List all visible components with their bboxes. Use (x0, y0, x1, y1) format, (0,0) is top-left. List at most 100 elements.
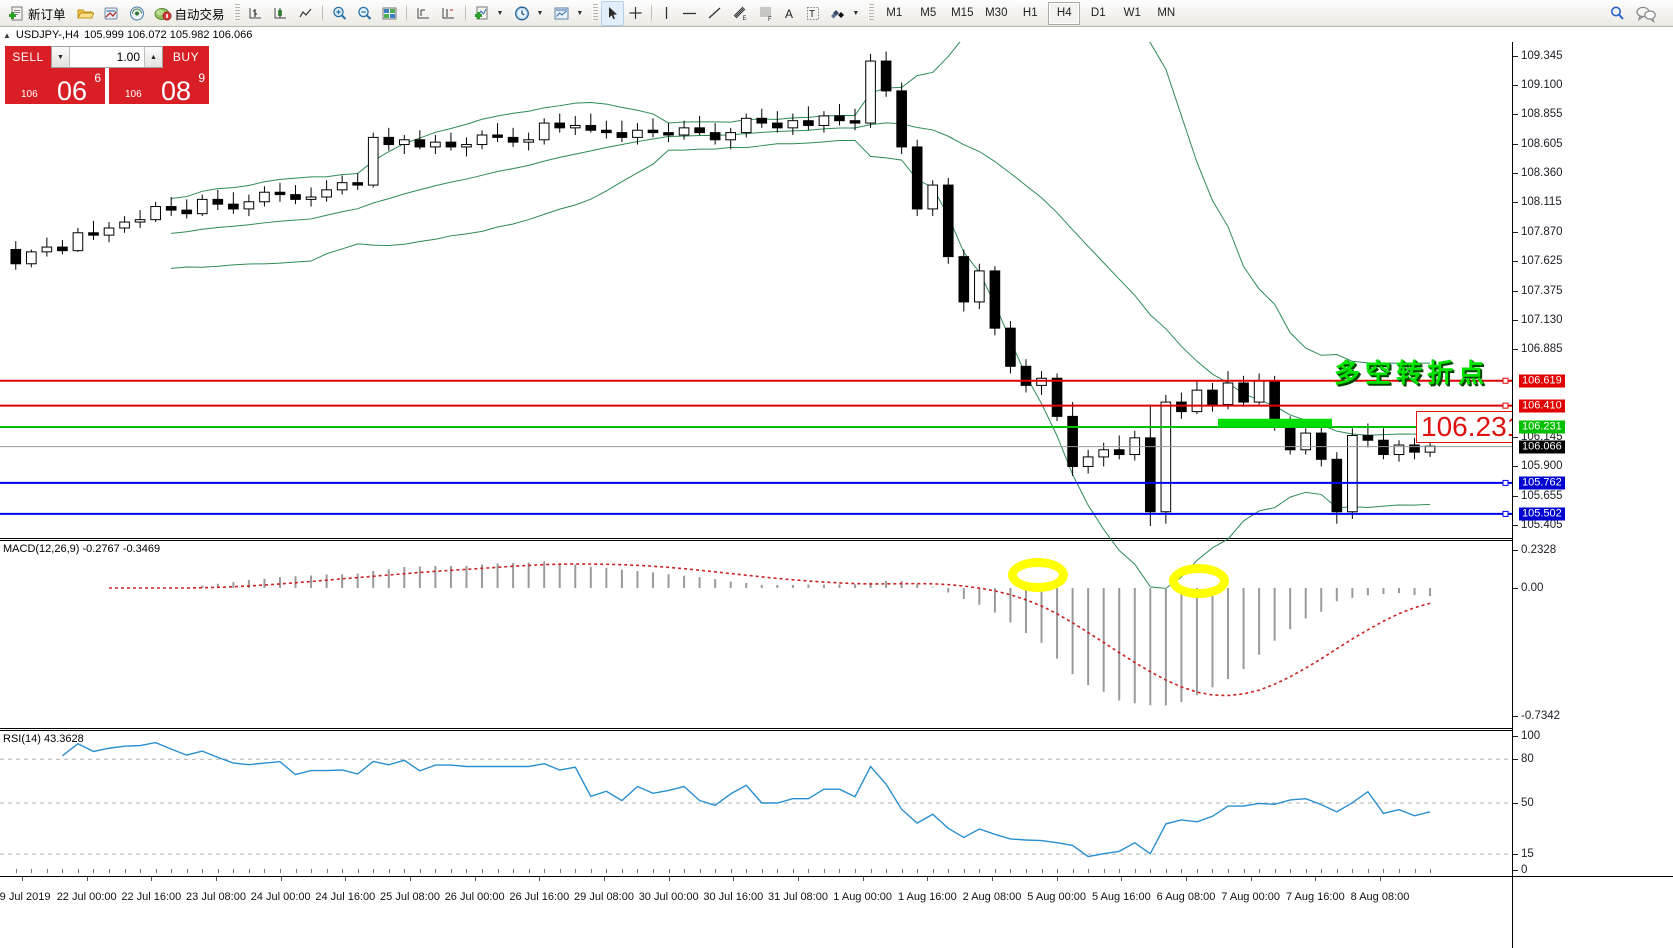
price-tag-line-label[interactable]: 106.619 (1519, 374, 1565, 388)
zoom-in-button[interactable] (327, 1, 352, 26)
time-minor-tick (295, 869, 297, 873)
time-minor-tick (1041, 869, 1043, 873)
templates-icon (553, 5, 571, 22)
timeframe-m5[interactable]: M5 (920, 7, 937, 19)
time-minor-tick (746, 869, 748, 873)
zoom-out-button[interactable] (352, 1, 377, 26)
crosshair-button[interactable] (624, 1, 647, 26)
chart-area[interactable]: 106.231 多空转折点 MACD(12,26,9) -0.2767 -0.346… (0, 42, 1673, 948)
cursor-button[interactable] (601, 0, 625, 26)
toolbar-grip-3[interactable] (868, 4, 875, 22)
text-button[interactable]: A (779, 1, 801, 26)
time-minor-tick (575, 869, 577, 873)
indicator-tick (1513, 550, 1518, 551)
toolbar-grip-2[interactable] (592, 4, 599, 22)
timeframe-m30[interactable]: M30 (985, 7, 1008, 19)
grid-button[interactable] (436, 1, 461, 26)
time-axis[interactable]: 19 Jul 2019 22 Jul 00:00 22 Jul 16:00 23 Ju… (0, 869, 1673, 909)
time-minor-tick (948, 869, 950, 873)
data-window-button[interactable] (411, 1, 436, 26)
price-tag-line-label[interactable]: 105.762 (1519, 476, 1565, 490)
time-axis-label: 8 Aug 08:00 (1350, 891, 1410, 903)
trendline-button[interactable] (702, 1, 727, 26)
sell-label-button[interactable]: SELL (5, 46, 51, 68)
price-tag-line-label[interactable]: 105.502 (1519, 507, 1565, 521)
shapes-button[interactable]: ▼ (825, 1, 865, 26)
time-minor-tick (699, 869, 701, 873)
buy-label-button[interactable]: BUY (163, 46, 209, 68)
line-chart-button[interactable] (293, 1, 318, 26)
volume-decrement-button[interactable]: ▼ (52, 47, 70, 67)
time-axis-tick (992, 877, 993, 881)
chevron-down-icon-3[interactable]: ▼ (576, 9, 584, 17)
timeframe-m1[interactable]: M1 (886, 7, 903, 19)
one-click-trading-panel[interactable]: SELL ▼ 1.00 ▲ BUY 106 06 6 106 08 9 (5, 46, 209, 105)
highlight-circle-1 (1008, 558, 1068, 592)
volume-value[interactable]: 1.00 (116, 50, 140, 64)
time-minor-tick (1398, 869, 1400, 873)
candlestick-chart-button[interactable] (268, 1, 293, 26)
timeframe-h4[interactable]: H4 (1048, 1, 1081, 25)
time-minor-tick (77, 869, 79, 873)
time-minor-tick (1367, 869, 1369, 873)
time-axis-label: 5 Aug 16:00 (1091, 891, 1151, 903)
new-order-button[interactable]: 新订单 (4, 1, 72, 26)
sell-price-button[interactable]: 106 06 6 (5, 68, 105, 105)
time-minor-tick (730, 869, 732, 873)
folder-button[interactable] (72, 1, 98, 26)
time-axis-label: 22 Jul 16:00 (121, 891, 182, 903)
profiles-button[interactable] (98, 1, 124, 26)
timeframe-h1[interactable]: H1 (1022, 7, 1038, 19)
indicators-button[interactable]: ▼ (470, 1, 510, 26)
chevron-down-icon-2[interactable]: ▼ (536, 9, 544, 17)
autotrading-button[interactable]: 自动交易 (150, 1, 231, 26)
price-tick (1513, 260, 1518, 262)
time-minor-tick (839, 869, 841, 873)
search-icon[interactable] (1608, 4, 1627, 23)
time-minor-tick (264, 869, 266, 873)
price-tick (1513, 319, 1518, 321)
text-label-button[interactable]: T (801, 1, 825, 26)
volume-stepper[interactable]: ▼ 1.00 ▲ (51, 46, 163, 68)
time-minor-tick (482, 869, 484, 873)
fibonacci-button[interactable]: F (753, 1, 779, 26)
horizontal-line-button[interactable] (677, 1, 702, 26)
periods-button[interactable]: ▼ (509, 1, 549, 26)
chevron-down-icon[interactable]: ▼ (496, 9, 504, 17)
autotrading-label: 自动交易 (174, 7, 225, 22)
price-tick-label: 107.625 (1521, 254, 1563, 267)
volume-increment-button[interactable]: ▲ (144, 47, 162, 67)
toolbar-grip[interactable] (233, 4, 240, 22)
tile-windows-button[interactable] (377, 1, 402, 26)
price-tick (1513, 466, 1518, 468)
vertical-line-button[interactable] (656, 1, 677, 26)
templates-button[interactable]: ▼ (549, 1, 589, 26)
price-axis[interactable]: 109.345 109.100 108.855 108.605 108.360 108.1… (1512, 42, 1673, 948)
chevron-down-icon-4[interactable]: ▼ (852, 9, 860, 17)
shapes-icon (829, 5, 847, 22)
price-tag-line-label[interactable]: 106.231 (1519, 420, 1565, 434)
timeframe-group: M1 M5 M15 M30 H1 H4 D1 W1 MN (877, 1, 1183, 25)
time-minor-tick (1321, 869, 1323, 873)
timeframe-w1[interactable]: W1 (1123, 7, 1141, 19)
time-axis-tick (345, 877, 347, 881)
bar-chart-button[interactable] (243, 1, 268, 26)
collapse-triangle-icon[interactable]: ▲ (3, 30, 11, 40)
timeframe-mn[interactable]: MN (1157, 7, 1176, 19)
time-axis-tick (22, 877, 23, 881)
time-axis-tick (668, 877, 670, 881)
price-tag-last-price[interactable]: 106.066 (1519, 440, 1565, 454)
price-plot[interactable]: 106.231 多空转折点 MACD(12,26,9) -0.2767 -0.346… (0, 42, 1512, 948)
timeframe-d1[interactable]: D1 (1090, 7, 1106, 19)
price-tag-line-label[interactable]: 106.410 (1519, 399, 1565, 413)
svg-text:E: E (743, 16, 747, 22)
chat-icon[interactable] (1635, 4, 1657, 23)
tile-windows-icon (381, 5, 398, 22)
rsi-tick (1513, 870, 1518, 871)
timeframe-m15[interactable]: M15 (951, 7, 974, 19)
chart-canvas (0, 42, 1512, 877)
buy-price-button[interactable]: 106 08 9 (109, 68, 209, 105)
time-minor-tick (1414, 869, 1416, 873)
equidistant-channel-button[interactable]: E (727, 1, 753, 26)
signals-button[interactable] (124, 1, 150, 26)
